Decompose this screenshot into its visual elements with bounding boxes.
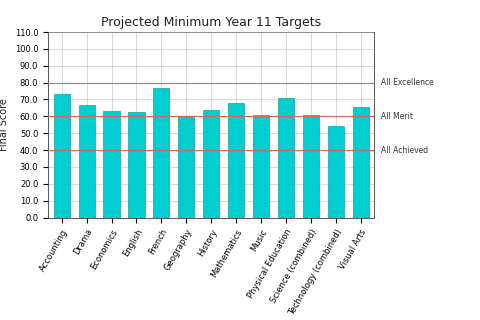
Bar xyxy=(278,98,294,218)
Bar xyxy=(328,126,344,218)
Bar xyxy=(79,105,95,218)
Text: All Merit: All Merit xyxy=(381,112,413,121)
Bar xyxy=(103,111,120,218)
Title: Projected Minimum Year 11 Targets: Projected Minimum Year 11 Targets xyxy=(101,16,321,29)
Bar xyxy=(128,112,144,218)
Bar xyxy=(203,110,219,218)
Text: All Achieved: All Achieved xyxy=(381,146,429,155)
Bar xyxy=(178,116,194,218)
Text: All Excellence: All Excellence xyxy=(381,78,434,87)
Bar xyxy=(303,115,319,218)
Bar xyxy=(228,103,244,218)
Bar xyxy=(153,88,169,218)
Y-axis label: Final Score: Final Score xyxy=(0,98,9,151)
Bar xyxy=(54,93,70,218)
Bar xyxy=(353,107,369,218)
Bar xyxy=(253,115,269,218)
